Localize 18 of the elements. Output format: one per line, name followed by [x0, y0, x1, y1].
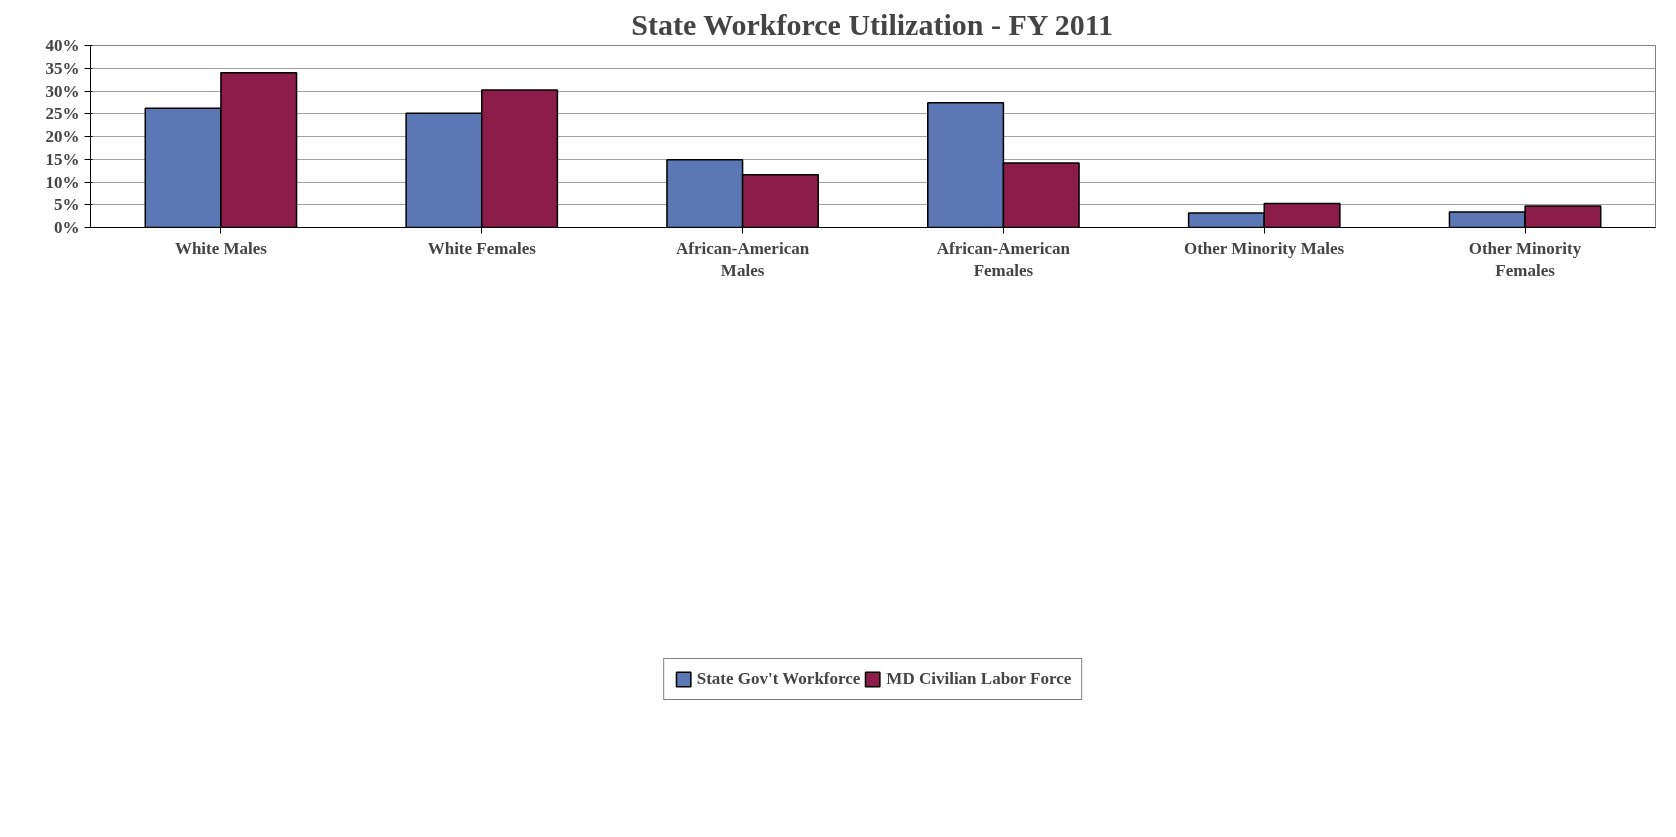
y-tick-label: 30% [45, 81, 80, 101]
x-tick-label: White Males [174, 238, 268, 258]
y-tick-label: 35% [45, 58, 80, 78]
legend-label: State Gov't Workforce [696, 669, 861, 689]
y-tick-label: 25% [45, 104, 80, 124]
y-tick-label: 5% [54, 195, 80, 215]
y-tick-label: 15% [45, 149, 80, 169]
x-tick-label: African-American Females [936, 238, 1071, 281]
y-tick-label: 10% [45, 172, 80, 192]
x-tick-label: Other Minority Females [1468, 238, 1582, 281]
legend-label: MD Civilian Labor Force [886, 669, 1072, 689]
chart-title: State Workforce Utilization - FY 2011 [631, 7, 1114, 41]
y-tick-label: 0% [54, 218, 80, 237]
y-tick-label: 20% [45, 127, 80, 146]
y-tick-label: 40% [45, 36, 80, 55]
x-tick-label: African-American Males [676, 238, 810, 281]
x-tick-label: Other Minority Males [1183, 238, 1345, 258]
x-tick-label: White Females [427, 238, 537, 258]
